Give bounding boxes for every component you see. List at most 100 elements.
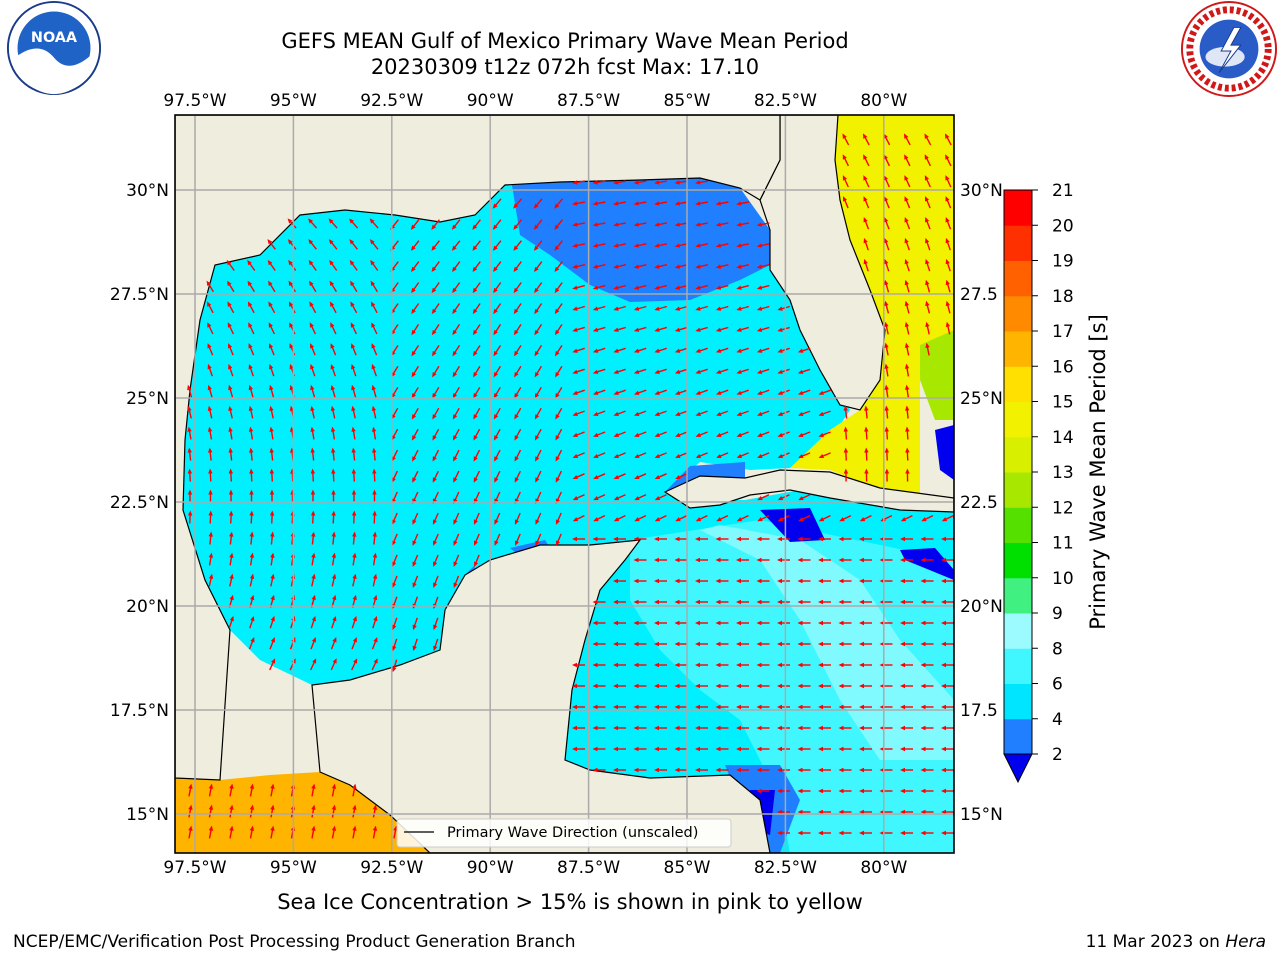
wave-arrow-head bbox=[798, 453, 804, 458]
wave-arrow-head bbox=[736, 557, 741, 563]
wave-arrow-head bbox=[472, 266, 478, 273]
wave-arrow-head bbox=[494, 477, 499, 483]
wave-arrow-head bbox=[777, 578, 782, 584]
wave-arrow-head bbox=[412, 582, 417, 589]
wave-arrow-head bbox=[206, 280, 212, 287]
wave-arrow-head bbox=[269, 510, 275, 516]
wave-arrow-head bbox=[674, 306, 681, 311]
wave-arrow-head bbox=[613, 641, 618, 647]
wave-arrow-head bbox=[572, 222, 578, 227]
wave-arrow-head bbox=[797, 536, 803, 542]
windward-deep bbox=[900, 548, 954, 580]
wave-arrow-head bbox=[843, 426, 848, 432]
wave-arrow-head bbox=[352, 552, 357, 558]
wave-arrow-head bbox=[369, 218, 375, 224]
wave-arrow-head bbox=[372, 510, 377, 516]
wave-arrow-head bbox=[248, 384, 253, 391]
wave-arrow-head bbox=[208, 489, 213, 495]
colorbar-tick-label: 17 bbox=[1052, 322, 1074, 342]
wave-arrow-head bbox=[756, 662, 762, 668]
caribbean-light-water bbox=[640, 525, 954, 760]
wave-arrow-head bbox=[572, 432, 578, 437]
lat-label-right: 30°N bbox=[960, 181, 1003, 201]
wave-arrow-head bbox=[884, 363, 889, 369]
wave-arrow-head bbox=[613, 683, 618, 689]
wave-arrow-head bbox=[572, 411, 578, 416]
wave-arrow-head bbox=[412, 540, 417, 546]
wave-arrow-head bbox=[248, 363, 253, 370]
wave-arrow-head bbox=[411, 435, 417, 441]
wave-arrow-head bbox=[920, 704, 926, 710]
wave-arrow-head bbox=[331, 531, 336, 537]
wave-arrow-head bbox=[715, 411, 722, 416]
wave-arrow-head bbox=[188, 804, 193, 810]
wave-arrow-head bbox=[572, 517, 579, 522]
wave-arrow-head bbox=[818, 536, 823, 542]
wave-arrow-head bbox=[432, 477, 437, 483]
wave-arrow-head bbox=[756, 620, 762, 626]
wave-arrow-head bbox=[514, 477, 519, 483]
wave-arrow-head bbox=[797, 578, 803, 584]
wave-arrow-head bbox=[715, 243, 722, 248]
wave-arrow-head bbox=[311, 594, 316, 601]
wave-arrow-head bbox=[350, 322, 355, 328]
wave-arrow-head bbox=[695, 285, 701, 290]
wave-arrow-head bbox=[633, 578, 639, 584]
wave-arrow-head bbox=[904, 384, 910, 390]
wave-arrow-head bbox=[613, 704, 618, 710]
wave-arrow-head bbox=[269, 343, 274, 349]
wave-arrow-head bbox=[492, 224, 498, 230]
wave-arrow-head bbox=[554, 287, 560, 294]
wave-arrow-head bbox=[715, 767, 721, 773]
wave-arrow-head bbox=[248, 343, 253, 349]
wave-arrow-head bbox=[633, 390, 640, 395]
wave-arrow-head bbox=[332, 637, 337, 643]
wave-arrow-head bbox=[797, 369, 804, 374]
wave-arrow-head bbox=[634, 453, 640, 458]
wave-arrow-head bbox=[473, 519, 478, 525]
wave-arrow-head bbox=[310, 426, 315, 432]
wave-arrow-head bbox=[592, 746, 598, 752]
wave-arrow-head bbox=[900, 517, 907, 522]
wave-arrow-head bbox=[654, 348, 660, 353]
wave-arrow-head bbox=[633, 704, 639, 710]
wave-arrow-head bbox=[332, 615, 337, 622]
wave-arrow-head bbox=[592, 327, 599, 332]
wave-arrow-head bbox=[432, 371, 437, 378]
wave-arrow-head bbox=[695, 704, 700, 710]
wave-arrow-head bbox=[736, 243, 742, 248]
wave-arrow-head bbox=[473, 371, 478, 378]
wave-arrow-head bbox=[900, 788, 905, 794]
wave-arrow-head bbox=[249, 447, 254, 453]
wave-arrow-head bbox=[884, 426, 889, 432]
lat-label-right: 27.5 bbox=[960, 285, 998, 305]
colorbar-segment bbox=[1004, 436, 1032, 473]
wave-arrow-head bbox=[613, 620, 618, 626]
lat-label-left: 17.5°N bbox=[110, 701, 169, 721]
wave-arrow-head bbox=[736, 369, 742, 374]
wave-arrow-head bbox=[431, 308, 437, 315]
wave-arrow-head bbox=[736, 222, 742, 227]
land-mexico-west bbox=[175, 115, 781, 781]
wave-arrow-head bbox=[843, 468, 849, 474]
wave-arrow-head bbox=[494, 456, 499, 462]
colorbar-tick-label: 2 bbox=[1052, 745, 1063, 765]
wave-arrow-head bbox=[757, 432, 763, 437]
wave-arrow-head bbox=[674, 264, 681, 269]
wave-arrow-head bbox=[331, 783, 337, 789]
wave-arrow-head bbox=[818, 830, 823, 836]
lon-label-bottom: 92.5°W bbox=[360, 858, 423, 878]
wave-arrow-head bbox=[188, 825, 193, 831]
wave-arrow-head bbox=[473, 477, 478, 483]
wave-arrow-head bbox=[513, 245, 519, 251]
colorbar-tick-label: 9 bbox=[1052, 604, 1063, 624]
wave-arrow-head bbox=[431, 224, 437, 230]
wave-arrow-head bbox=[715, 222, 721, 227]
wave-arrow-head bbox=[227, 280, 232, 287]
wave-arrow-head bbox=[514, 371, 519, 378]
wave-arrow-head bbox=[373, 658, 378, 664]
wave-arrow-head bbox=[715, 285, 722, 290]
colorbar-segment bbox=[1004, 225, 1032, 261]
wave-arrow-head bbox=[572, 390, 578, 395]
wave-arrow-head bbox=[736, 306, 742, 311]
